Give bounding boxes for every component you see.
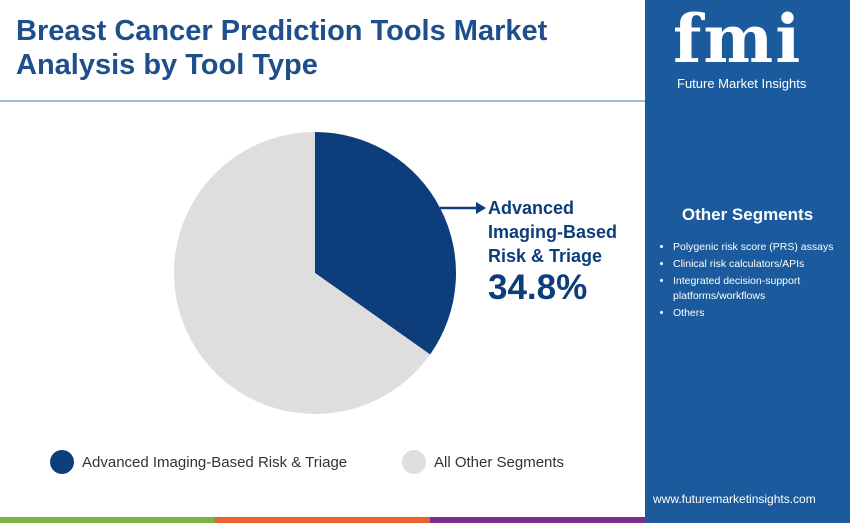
legend-label: Advanced Imaging-Based Risk & Triage — [82, 454, 347, 471]
legend-label: All Other Segments — [434, 454, 564, 471]
chart: Advanced Imaging-Based Risk & Triage All … — [0, 132, 645, 523]
stripe — [215, 517, 430, 523]
stripe — [0, 517, 215, 523]
url: www.futuremarketinsights.com — [653, 492, 816, 506]
segment-item: Clinical risk calculators/APIs — [673, 257, 850, 272]
stripe — [430, 517, 645, 523]
logo: fmi — [673, 0, 803, 78]
segment-item: Polygenic risk score (PRS) assays — [673, 240, 850, 255]
sidebar-heading: Other Segments — [681, 205, 814, 224]
pie-slice — [173, 132, 431, 414]
callout-label: Advanced Imaging-Based Risk & Triage — [488, 198, 618, 266]
segment-list: Polygenic risk score (PRS) assays Clinica… — [657, 240, 850, 323]
brand: Future Market Insights — [677, 76, 807, 91]
sidebar: fmi Future Market Insights Other Segment… — [645, 0, 850, 523]
legend-swatch — [402, 450, 426, 474]
segment-item: Integrated decision-support platforms/wo… — [673, 274, 850, 304]
divider — [0, 100, 645, 102]
arrow-head — [476, 202, 486, 214]
pie-slice — [315, 132, 456, 355]
segment-item: Others — [673, 306, 850, 321]
chart-title: Breast Cancer Prediction Tools Market An… — [16, 15, 548, 81]
legend-swatch — [50, 450, 74, 474]
data-label: 34.8% — [488, 268, 588, 307]
